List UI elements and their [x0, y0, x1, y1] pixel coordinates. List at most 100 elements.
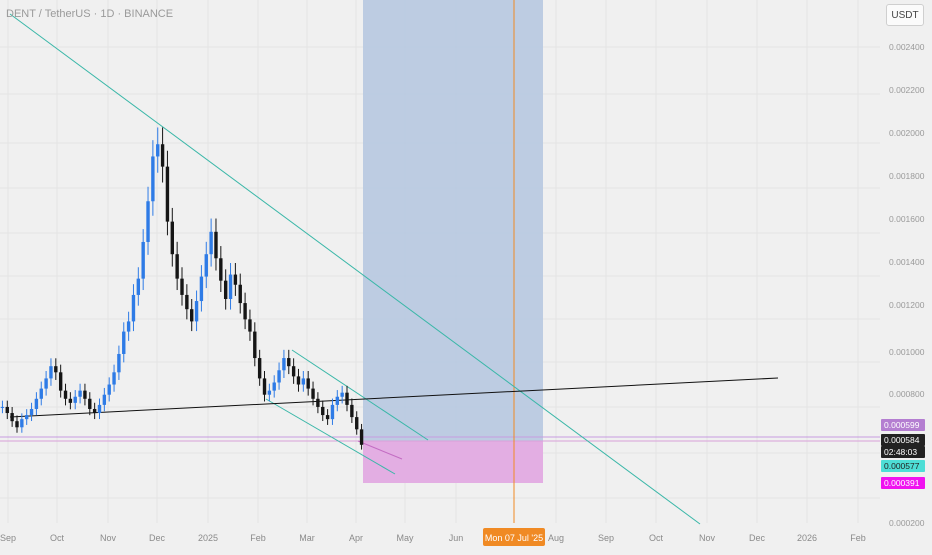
- candle: [291, 358, 296, 384]
- candle-body: [243, 303, 247, 320]
- candle-body: [5, 406, 9, 414]
- x-tick-label: May: [396, 533, 414, 543]
- candle-body: [277, 370, 281, 383]
- price-label-text: 0.000391: [884, 478, 920, 488]
- crosshair-date-label: Mon 07 Jul '25: [485, 533, 543, 543]
- candle-body: [49, 366, 53, 379]
- channel-lower: [265, 398, 396, 475]
- target-zone: [363, 0, 543, 441]
- candle: [306, 371, 310, 396]
- candle-body: [233, 274, 238, 285]
- candle-body: [78, 390, 82, 397]
- candle-body: [73, 396, 77, 403]
- candle-body: [44, 378, 48, 389]
- candle-body: [165, 166, 170, 222]
- candle-body: [204, 254, 208, 277]
- candle-body: [160, 144, 165, 167]
- candle: [355, 411, 359, 435]
- candle-body: [359, 429, 364, 445]
- candle: [219, 246, 223, 292]
- price-label-bg: [881, 434, 925, 446]
- x-tick-label: 2025: [198, 533, 218, 543]
- x-tick-label: Dec: [749, 533, 766, 543]
- candle-body: [88, 398, 92, 409]
- x-tick-label: Sep: [0, 533, 16, 543]
- candle: [345, 385, 349, 412]
- candle: [330, 398, 335, 425]
- candle-body: [228, 274, 233, 299]
- candle-body: [175, 254, 179, 279]
- candle-body: [311, 388, 315, 399]
- candle-body: [287, 358, 291, 367]
- candle: [214, 218, 218, 271]
- crosshair-date-badge: Mon 07 Jul '25: [483, 528, 545, 546]
- candle-body: [97, 404, 102, 414]
- candle: [272, 375, 276, 398]
- price-axis-panel: [880, 0, 932, 550]
- candle-body: [141, 241, 145, 279]
- candle-body: [340, 392, 344, 397]
- candle: [88, 392, 92, 416]
- candle: [117, 345, 121, 380]
- candle: [185, 284, 189, 320]
- candle-body: [301, 378, 306, 385]
- projection-line: [357, 440, 403, 460]
- candle: [122, 322, 126, 363]
- x-tick-label: Jun: [449, 533, 464, 543]
- candle: [54, 358, 58, 380]
- candle-body: [238, 284, 242, 304]
- candle: [156, 127, 160, 173]
- candle-body: [107, 384, 111, 395]
- price-label-bg: [881, 446, 925, 458]
- candle-body: [267, 390, 272, 395]
- x-tick-label: Mar: [299, 533, 315, 543]
- y-tick-label: 0.002200: [889, 85, 925, 95]
- candle-body: [282, 358, 286, 371]
- x-tick-label: Oct: [50, 533, 65, 543]
- candle: [257, 349, 262, 386]
- candle-body: [117, 353, 121, 373]
- candle: [5, 400, 9, 420]
- candle-body: [272, 382, 276, 391]
- candle-body: [194, 301, 199, 322]
- y-tick-label: 0.001600: [889, 214, 925, 224]
- candle: [335, 390, 340, 412]
- candle: [24, 409, 29, 425]
- candle: [29, 402, 34, 422]
- candle-body: [58, 372, 63, 391]
- candle: [340, 385, 344, 404]
- candle-body: [325, 415, 330, 420]
- candle-body: [54, 366, 58, 373]
- candle: [287, 349, 291, 375]
- candle-body: [257, 358, 262, 379]
- candle-body: [219, 258, 223, 281]
- price-label: 02:48:03: [881, 446, 925, 458]
- candle-body: [63, 390, 68, 399]
- candle: [170, 207, 174, 267]
- candle: [39, 381, 43, 406]
- candle-body: [122, 331, 126, 354]
- candle-body: [248, 319, 252, 332]
- y-tick-label: 0.000800: [889, 389, 925, 399]
- currency-unit-button[interactable]: USDT: [886, 4, 924, 26]
- price-label: 0.000599: [881, 419, 925, 431]
- candle: [248, 309, 252, 341]
- candle-body: [185, 294, 189, 310]
- candle-body: [253, 331, 257, 359]
- x-tick-label: Aug: [548, 533, 564, 543]
- candle-body: [146, 201, 150, 242]
- candle-body: [131, 294, 136, 322]
- price-label-text: 02:48:03: [884, 447, 917, 457]
- candle-body: [170, 221, 174, 255]
- candle: [136, 267, 141, 306]
- price-label-text: 0.000599: [884, 420, 920, 430]
- candle: [58, 364, 63, 398]
- candle-body: [151, 156, 155, 202]
- candle: [107, 377, 111, 402]
- candle-body: [214, 231, 218, 259]
- candle: [204, 241, 208, 289]
- price-label-text: 0.000584: [884, 435, 920, 445]
- candle-body: [92, 408, 97, 414]
